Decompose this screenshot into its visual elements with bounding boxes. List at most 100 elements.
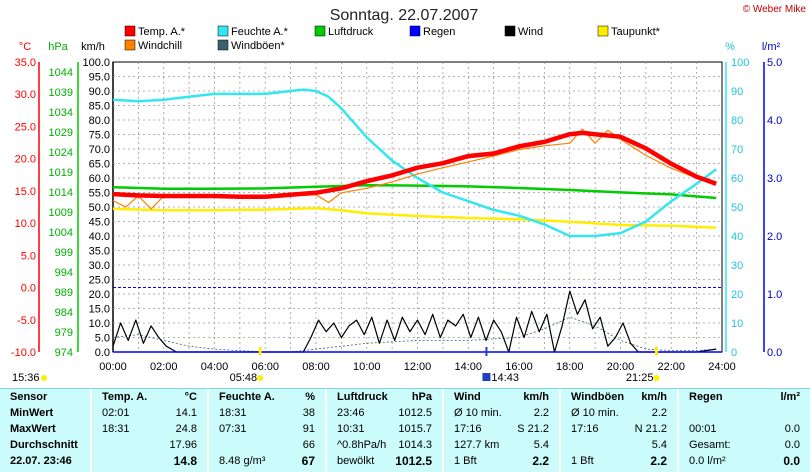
zenith-icon	[482, 373, 491, 381]
stats-header-unit: hPa	[411, 391, 432, 403]
stats-header-unit: l/m²	[780, 391, 800, 403]
humidity-tick: 90	[731, 86, 743, 98]
legend-label: Windchill	[138, 40, 182, 52]
rain-tick: 1.0	[767, 289, 782, 301]
x-tick: 04:00	[201, 361, 229, 373]
legend-label: Regen	[423, 26, 455, 38]
sunset-time: 21:25	[626, 372, 654, 384]
stats-time: 02:01	[102, 407, 130, 419]
weather-chart: Sonntag. 22.07.2007 © Weber Mike Temp. A…	[11, 4, 807, 384]
pressure-tick: 1044	[49, 67, 73, 79]
stats-header-label: Luftdruck	[337, 391, 388, 403]
rain-tick: 5.0	[767, 57, 782, 69]
dewpoint-series	[112, 207, 717, 229]
stats-header: Sensor	[5, 389, 85, 405]
stats-header-unit: km/h	[523, 391, 549, 403]
stats-row: Ø 10 min. 2.2	[566, 405, 672, 421]
axes: °C hPa km/h% l/m² 35.0 30.0 25.0 20.0 15.0 10.0 5.…	[11, 41, 782, 373]
stats-header: Wind km/h	[449, 389, 554, 405]
pressure-tick: 1009	[49, 207, 73, 219]
temp-tick: 35.0	[15, 57, 36, 69]
wind-tick: 20.0	[89, 289, 110, 301]
stats-row: 10:31 1015.7	[332, 421, 437, 437]
legend: Temp. A.* Feuchte A.* Luftdruck Regen Wind Ta…	[124, 25, 661, 52]
legend-swatch	[597, 25, 609, 37]
stats-column-temp: Temp. A. °C 02:01 14.1 18:31 24.8 17.96 14.8	[90, 389, 207, 472]
pressure-tick: 1004	[49, 227, 73, 239]
sun-times: 15:36 05:48 14:43 21:25	[12, 347, 660, 384]
stats-time: Gesamt:	[689, 439, 731, 451]
rain-tick: 4.0	[767, 115, 782, 127]
stats-time: 0.0 l/m²	[689, 455, 726, 467]
stats-time: 18:31	[102, 423, 130, 435]
copyright: © Weber Mike	[743, 4, 807, 15]
pressure-tick: 1029	[49, 127, 73, 139]
rain-tick: 3.0	[767, 173, 782, 185]
humidity-tick: 30	[731, 260, 743, 272]
pressure-tick: 989	[55, 287, 73, 299]
stats-time: 17:16	[571, 423, 599, 435]
legend-swatch	[409, 25, 421, 37]
wind-tick: 70.0	[89, 144, 110, 156]
wind-tick: 85.0	[89, 101, 110, 113]
moonrise-time: 15:36	[12, 372, 40, 384]
stats-value: 5.4	[533, 439, 549, 451]
legend-swatch	[314, 25, 326, 37]
wind-tick: 50.0	[89, 202, 110, 214]
rain-axis-unit: l/m²	[762, 41, 781, 53]
stats-value: 0.0	[784, 439, 800, 451]
stats-header: Regen l/m²	[684, 389, 805, 405]
stats-row: 17:16 N 21.2	[566, 421, 672, 437]
humidity-tick: 50	[731, 202, 743, 214]
stats-value: 17.96	[169, 439, 197, 451]
temp-tick: 10.0	[15, 218, 36, 230]
pressure-axis-unit: hPa	[48, 41, 68, 53]
humidity-tick: 10	[731, 318, 743, 330]
pressure-tick: 979	[55, 327, 73, 339]
stats-value: 14.1	[175, 407, 197, 419]
wind-tick: 30.0	[89, 260, 110, 272]
humidity-tick: 0	[731, 347, 737, 359]
wind-tick: 90.0	[89, 86, 110, 98]
stats-header-label: Wind	[454, 391, 481, 403]
stats-row-label: MinWert	[10, 407, 54, 419]
stats-row: 8.48 g/m³ 67	[214, 453, 320, 469]
stats-header-label: Temp. A.	[102, 391, 148, 403]
stats-header-unit: °C	[184, 391, 197, 403]
pressure-tick: 1014	[49, 187, 73, 199]
stats-time: 10:31	[337, 423, 365, 435]
stats-value: 0.0	[783, 454, 800, 468]
x-tick: 10:00	[353, 361, 381, 373]
stats-value: N 21.2	[634, 423, 667, 435]
x-tick: 14:00	[454, 361, 482, 373]
gust-series	[112, 316, 717, 353]
stats-header-unit: km/h	[641, 391, 667, 403]
wind-tick: 25.0	[89, 275, 110, 287]
humidity-axis-unit: %	[725, 41, 735, 53]
temp-tick: 30.0	[15, 89, 36, 101]
temp-axis-unit: °C	[19, 41, 31, 53]
pressure-series	[112, 183, 717, 200]
sunset-marker	[654, 347, 658, 355]
legend-label: Wind	[518, 26, 543, 38]
stats-value: 66	[302, 439, 315, 451]
stats-time: 18:31	[219, 407, 247, 419]
legend-label: Windböen*	[231, 40, 286, 52]
pressure-tick: 974	[55, 347, 73, 359]
stats-row: 07:31 91	[214, 421, 320, 437]
wind-tick: 15.0	[89, 304, 110, 316]
temp-series	[112, 130, 717, 199]
stats-header-label: Feuchte A.	[219, 391, 275, 403]
pressure-tick: 984	[55, 307, 73, 319]
stats-value: 2.2	[650, 454, 667, 468]
pressure-tick: 994	[55, 267, 73, 279]
stats-header-label: Regen	[689, 391, 723, 403]
wind-tick: 55.0	[89, 188, 110, 200]
stats-column-gusts: Windböen km/h Ø 10 min. 2.2 17:16 N 21.2 5.4 1 …	[559, 389, 677, 472]
temp-tick: 25.0	[15, 121, 36, 133]
stats-time: ^0.8hPa/h	[337, 439, 387, 451]
stats-value: S 21.2	[517, 423, 549, 435]
stats-time: 00:01	[689, 423, 717, 435]
stats-value: 2.2	[532, 454, 549, 468]
stats-value: 1012.5	[398, 407, 432, 419]
